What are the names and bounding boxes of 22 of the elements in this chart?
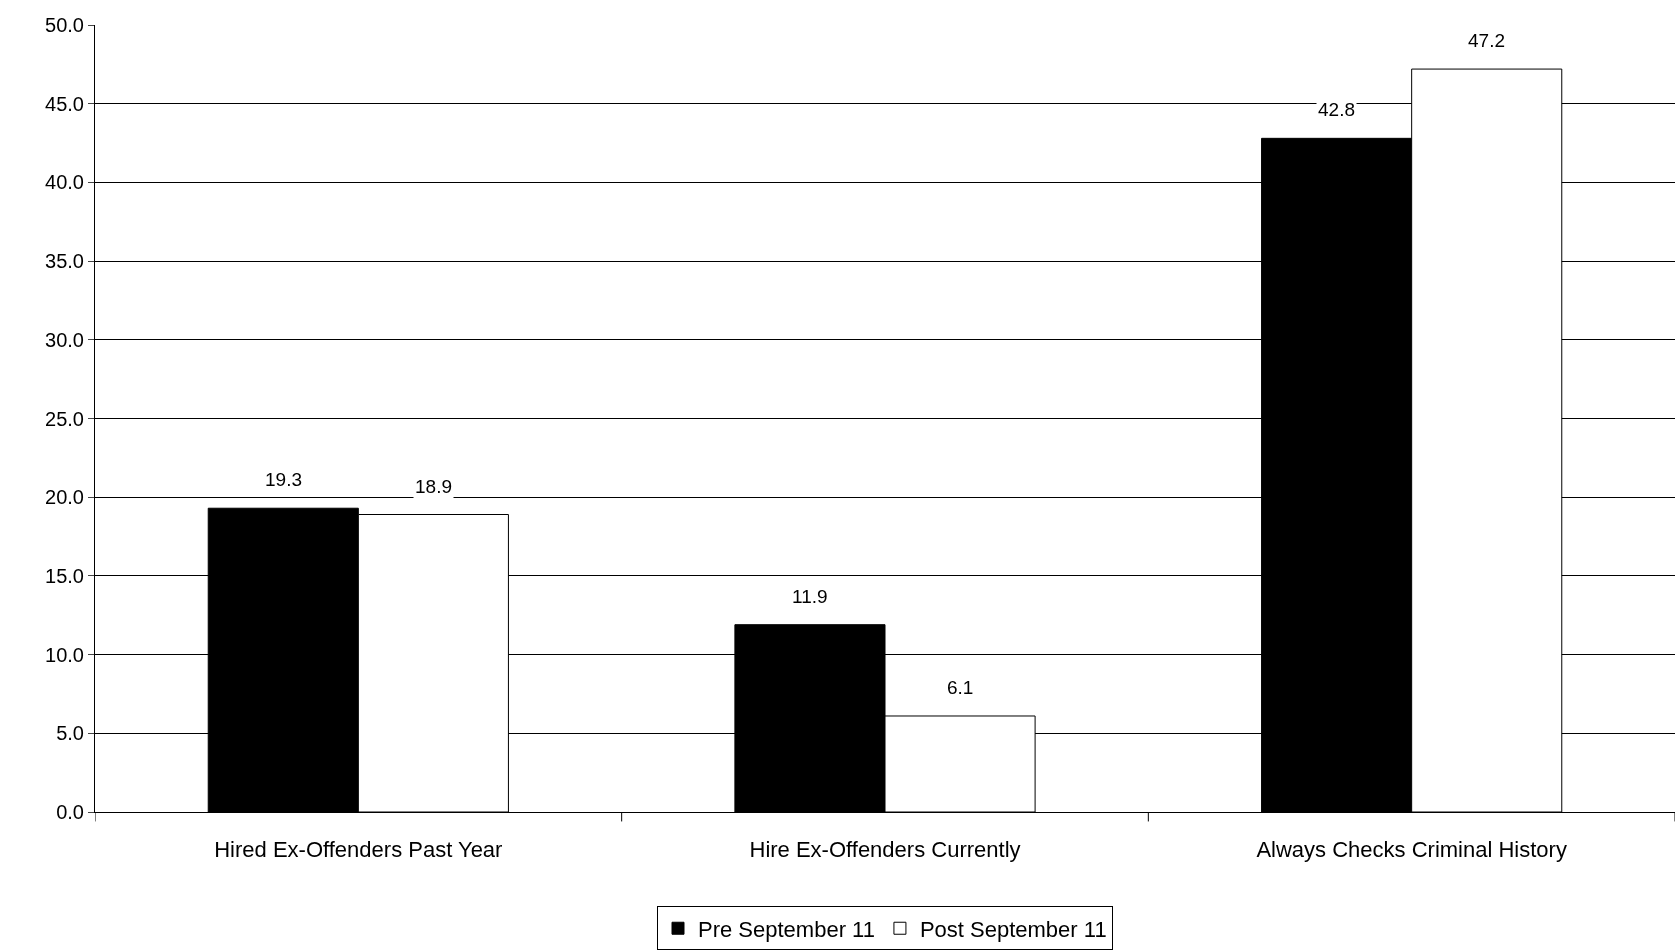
data-label: 18.9 [415,476,452,497]
y-tick-label: 30.0 [45,328,84,351]
y-tick-label: 10.0 [45,643,84,666]
y-tick-label: 0.0 [56,801,84,823]
y-tick-label: 35.0 [45,250,84,273]
y-tick-label: 45.0 [45,92,84,115]
y-tick-label: 5.0 [56,722,84,745]
x-tick-label: Always Checks Criminal History [1256,837,1567,863]
y-tick-label: 25.0 [45,407,84,430]
legend-label: Post September 11 [919,916,1107,942]
data-label: 19.3 [265,469,302,490]
data-label: 6.1 [947,677,974,698]
y-tick-label: 20.0 [45,486,84,509]
y-tick-label: 15.0 [45,564,84,587]
data-label: 42.8 [1318,99,1355,120]
x-tick-label: Hire Ex-Offenders Currently [749,837,1021,863]
data-label: 47.2 [1468,30,1505,51]
data-label: 11.9 [792,586,828,607]
y-tick-label: 50.0 [45,14,84,36]
y-tick-label: 40.0 [45,171,84,194]
legend-label: Pre September 11 [698,916,875,942]
x-tick-label: Hired Ex-Offenders Past Year [214,837,503,863]
